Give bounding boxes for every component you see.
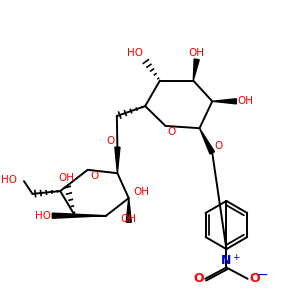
Polygon shape	[200, 128, 214, 154]
Text: HO: HO	[35, 211, 51, 221]
Text: HO: HO	[1, 175, 17, 185]
Text: HO: HO	[127, 48, 143, 58]
Polygon shape	[52, 213, 106, 218]
Text: O: O	[106, 136, 115, 146]
Text: OH: OH	[58, 172, 74, 183]
Text: O: O	[90, 171, 98, 181]
Text: +: +	[232, 253, 240, 262]
Text: O: O	[167, 127, 175, 137]
Text: O: O	[214, 141, 223, 152]
Text: N: N	[221, 254, 232, 267]
Text: OH: OH	[238, 96, 254, 106]
Polygon shape	[212, 99, 236, 104]
Text: −: −	[256, 268, 268, 282]
Text: OH: OH	[189, 48, 205, 58]
Polygon shape	[126, 198, 131, 222]
Text: OH: OH	[121, 214, 137, 224]
Polygon shape	[193, 59, 199, 81]
Polygon shape	[115, 147, 120, 173]
Text: O: O	[193, 272, 204, 285]
Text: O: O	[249, 272, 260, 285]
Text: OH: OH	[133, 187, 149, 197]
